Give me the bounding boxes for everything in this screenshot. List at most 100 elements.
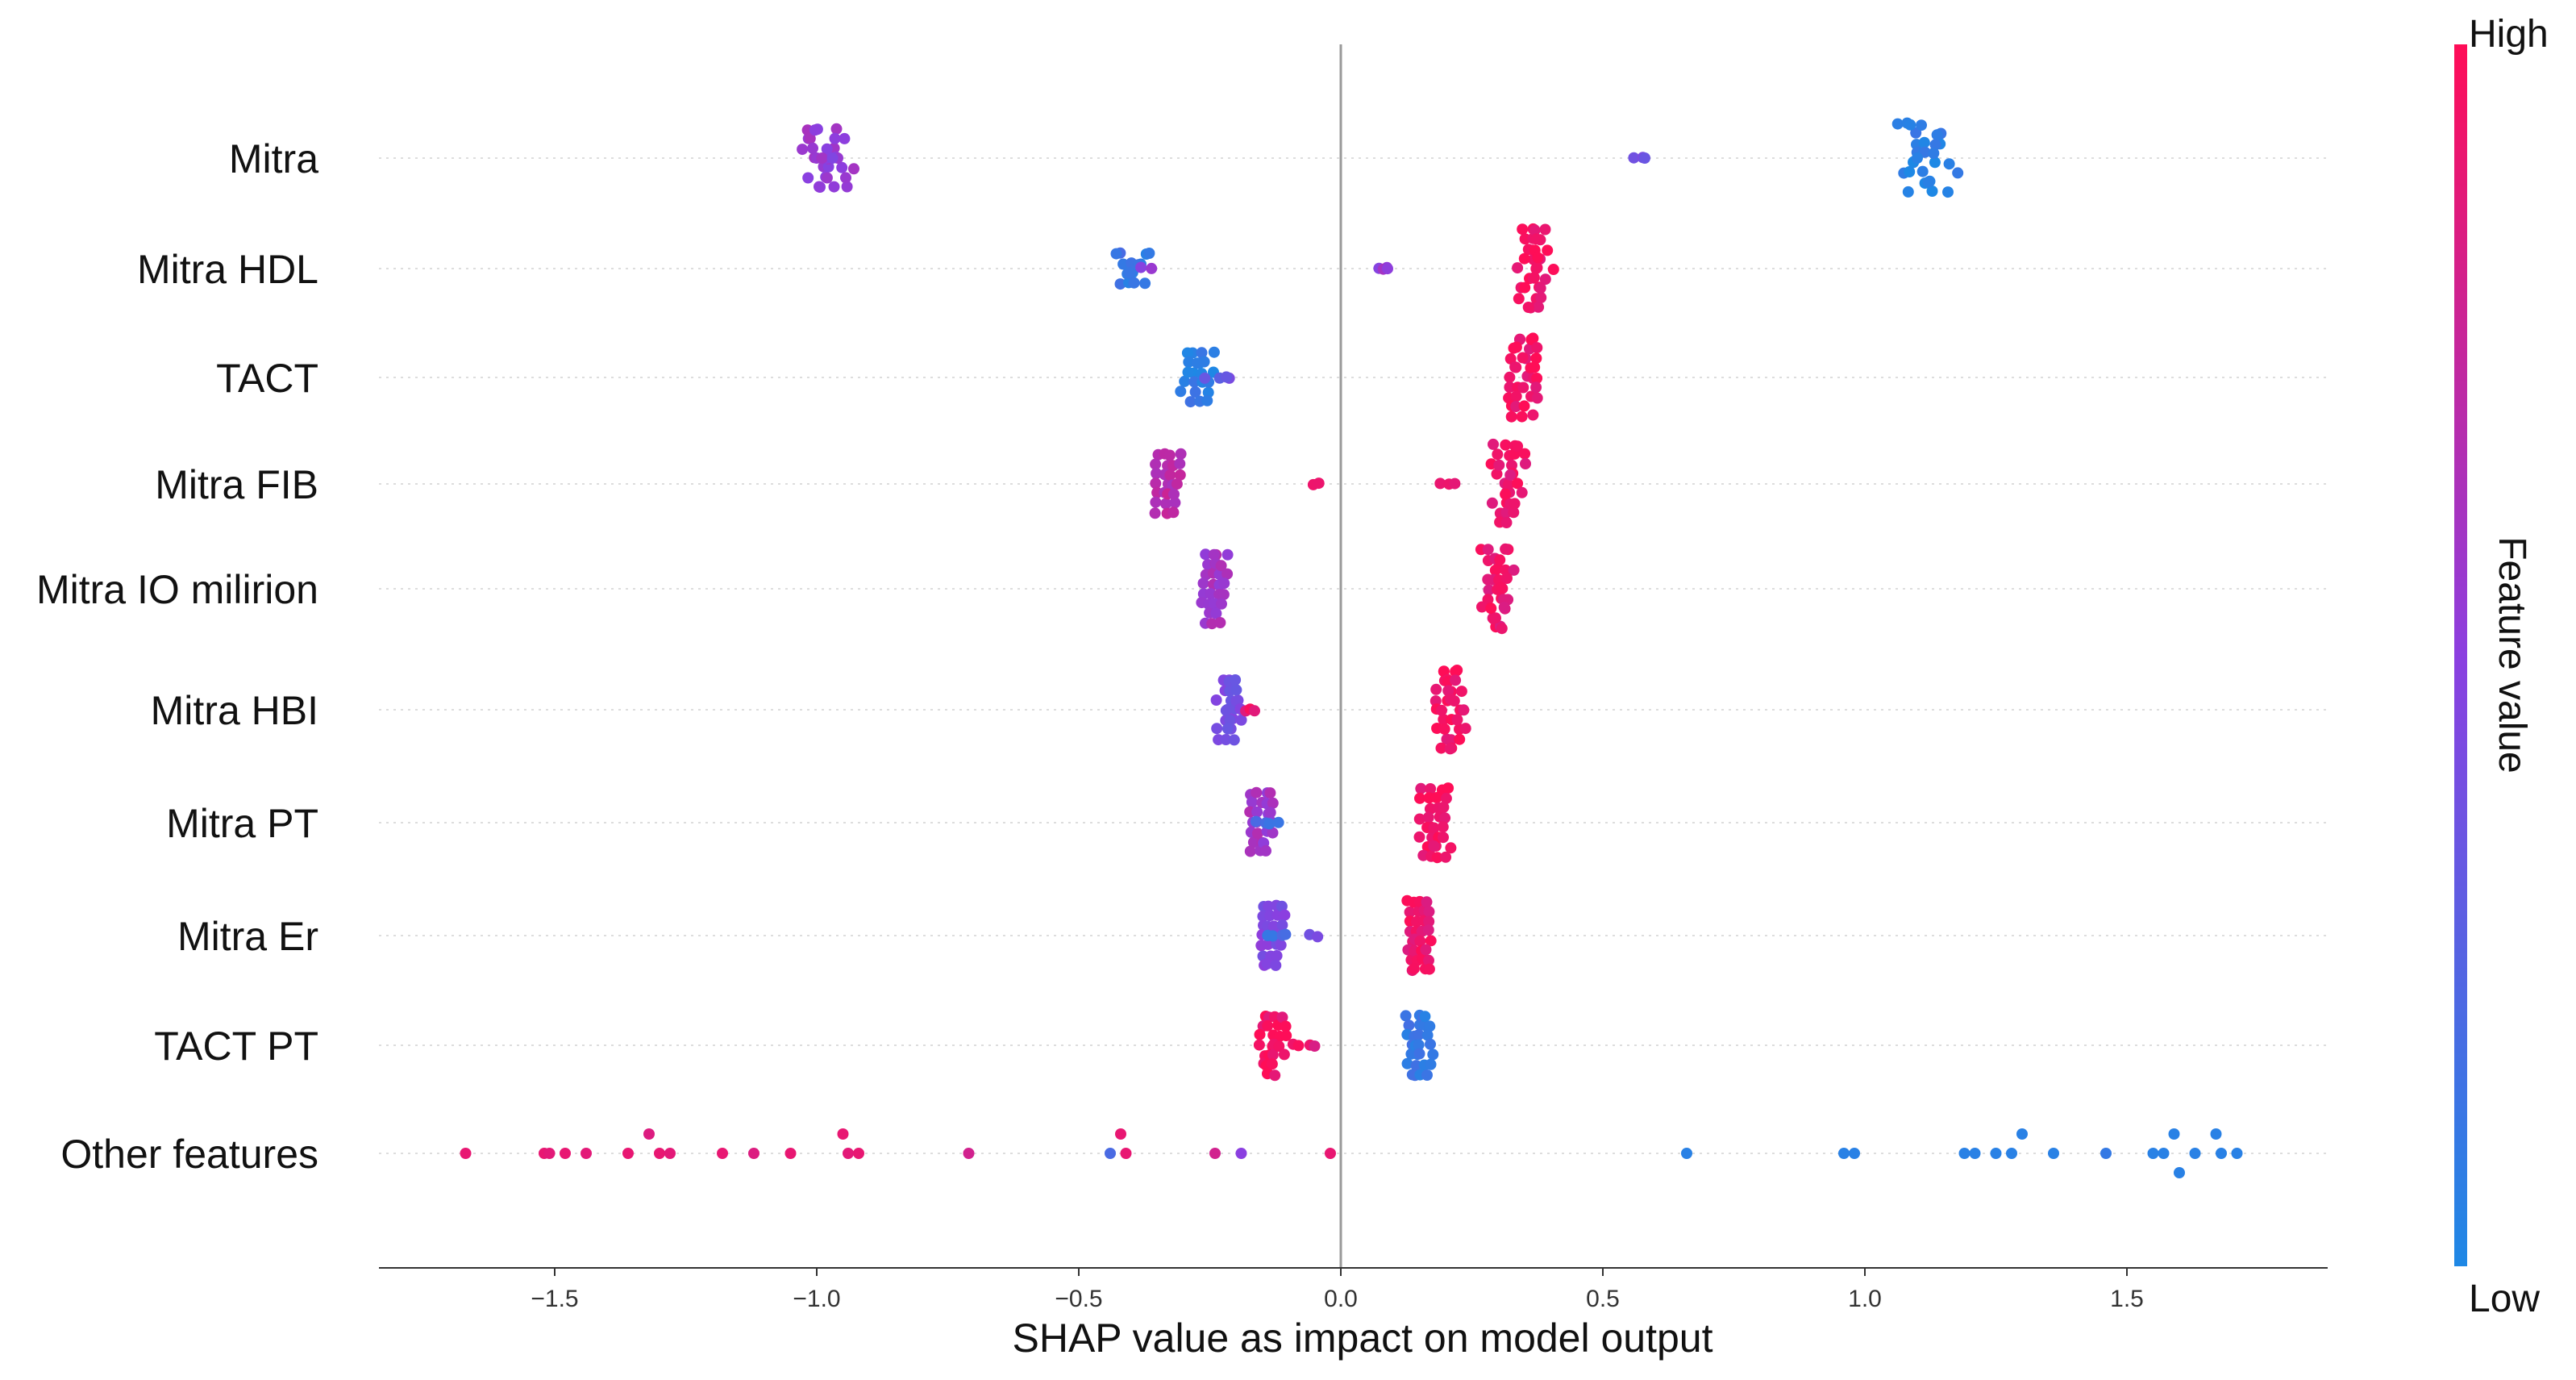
shap-point bbox=[1942, 186, 1954, 198]
shap-point bbox=[1267, 930, 1279, 942]
shap-point bbox=[1124, 267, 1136, 278]
shap-point bbox=[1251, 806, 1263, 818]
shap-point bbox=[1216, 598, 1227, 610]
shap-point bbox=[1525, 334, 1538, 345]
shap-point bbox=[822, 161, 834, 173]
shap-point bbox=[2158, 1148, 2170, 1159]
shap-point bbox=[1454, 733, 1466, 745]
shap-point bbox=[1251, 786, 1263, 798]
shap-point bbox=[839, 132, 851, 144]
shap-point bbox=[1449, 477, 1461, 490]
shap-point bbox=[1492, 448, 1504, 461]
shap-point bbox=[1182, 366, 1194, 378]
shap-point bbox=[1201, 394, 1213, 406]
shap-point bbox=[1269, 1069, 1281, 1082]
shap-point bbox=[1518, 400, 1530, 412]
shap-point bbox=[643, 1128, 655, 1140]
shap-point bbox=[1542, 244, 1554, 256]
shap-point bbox=[1423, 915, 1435, 928]
feature-label: Other features bbox=[60, 1132, 318, 1177]
shap-point bbox=[1440, 851, 1452, 863]
shap-point bbox=[1519, 281, 1531, 294]
shap-point bbox=[1264, 807, 1276, 819]
shap-point bbox=[1400, 1010, 1412, 1022]
shap-point bbox=[1128, 277, 1140, 289]
shap-point bbox=[1160, 498, 1171, 510]
colorbar-title: Feature value bbox=[2491, 536, 2533, 773]
shap-point bbox=[1500, 439, 1512, 451]
shap-point bbox=[1438, 723, 1450, 735]
shap-point bbox=[1114, 278, 1126, 290]
shap-point bbox=[1181, 347, 1193, 359]
shap-point bbox=[1262, 938, 1274, 950]
feature-label: Mitra Er bbox=[177, 914, 318, 959]
shap-point bbox=[1422, 924, 1434, 936]
shap-point bbox=[1517, 352, 1529, 364]
shap-point bbox=[1278, 1049, 1290, 1061]
shap-point bbox=[1210, 607, 1222, 619]
shap-point bbox=[1902, 186, 1914, 198]
shap-point bbox=[1639, 152, 1650, 164]
shap-point bbox=[1267, 797, 1279, 809]
x-axis-ticks: −1.5 −1.0 −0.5 0.0 0.5 1.0 1.5 bbox=[531, 1268, 2144, 1312]
shap-point bbox=[1530, 352, 1542, 365]
shap-point bbox=[1276, 1011, 1288, 1024]
shap-point bbox=[1531, 373, 1543, 384]
shap-point bbox=[1926, 186, 1938, 197]
shap-point bbox=[1221, 568, 1234, 580]
shap-point bbox=[1246, 796, 1258, 808]
shap-point bbox=[1430, 683, 1442, 695]
shap-point bbox=[1450, 665, 1462, 677]
feature-label: Mitra PT bbox=[166, 801, 318, 846]
shap-point bbox=[1517, 381, 1529, 394]
shap-point bbox=[1415, 782, 1427, 794]
shap-point bbox=[1428, 822, 1440, 834]
shap-point bbox=[853, 1148, 864, 1159]
shap-point bbox=[826, 152, 839, 164]
shap-point bbox=[1928, 148, 1940, 159]
shap-point bbox=[1435, 742, 1447, 754]
shap-point bbox=[717, 1148, 728, 1159]
shap-point bbox=[581, 1148, 592, 1159]
row-gridlines bbox=[379, 157, 2328, 1154]
shap-point bbox=[1215, 560, 1227, 572]
shap-point bbox=[1175, 448, 1187, 460]
colorbar-high-label: High bbox=[2469, 13, 2549, 56]
shap-point bbox=[802, 172, 814, 184]
shap-point bbox=[654, 1148, 665, 1159]
colorbar-low-label: Low bbox=[2469, 1278, 2540, 1320]
shap-point bbox=[1501, 573, 1513, 584]
shap-point bbox=[1442, 685, 1454, 697]
shap-point bbox=[1421, 1069, 1433, 1081]
shap-point bbox=[1488, 438, 1499, 450]
shap-point bbox=[1198, 356, 1210, 368]
shap-point bbox=[1539, 223, 1551, 236]
shap-point bbox=[1929, 156, 1941, 169]
shap-point bbox=[1476, 601, 1488, 613]
shap-point bbox=[1428, 840, 1440, 852]
feature-label: TACT PT bbox=[154, 1024, 318, 1069]
shap-point bbox=[1952, 167, 1964, 179]
shap-point bbox=[1224, 715, 1236, 726]
colorbar bbox=[2454, 44, 2467, 1266]
shap-point bbox=[1167, 507, 1180, 519]
shap-point bbox=[1208, 548, 1220, 561]
shap-point bbox=[1502, 478, 1514, 490]
shap-point bbox=[2174, 1167, 2185, 1178]
shap-point bbox=[1437, 821, 1449, 833]
shap-point bbox=[1423, 906, 1435, 918]
shap-point bbox=[1419, 1011, 1431, 1023]
shap-point bbox=[1214, 617, 1226, 628]
shap-point bbox=[1498, 602, 1510, 614]
x-tick-label: −1.0 bbox=[793, 1286, 840, 1312]
shap-point bbox=[1244, 845, 1256, 857]
shap-point bbox=[1150, 458, 1162, 470]
shap-point bbox=[1202, 386, 1214, 398]
shap-point bbox=[460, 1148, 472, 1159]
shap-point bbox=[1221, 548, 1234, 561]
shap-point bbox=[1512, 262, 1524, 274]
shap-point bbox=[1421, 1029, 1434, 1041]
shap-point bbox=[1508, 507, 1520, 519]
shap-point bbox=[1483, 584, 1495, 596]
shap-point bbox=[1139, 277, 1151, 290]
